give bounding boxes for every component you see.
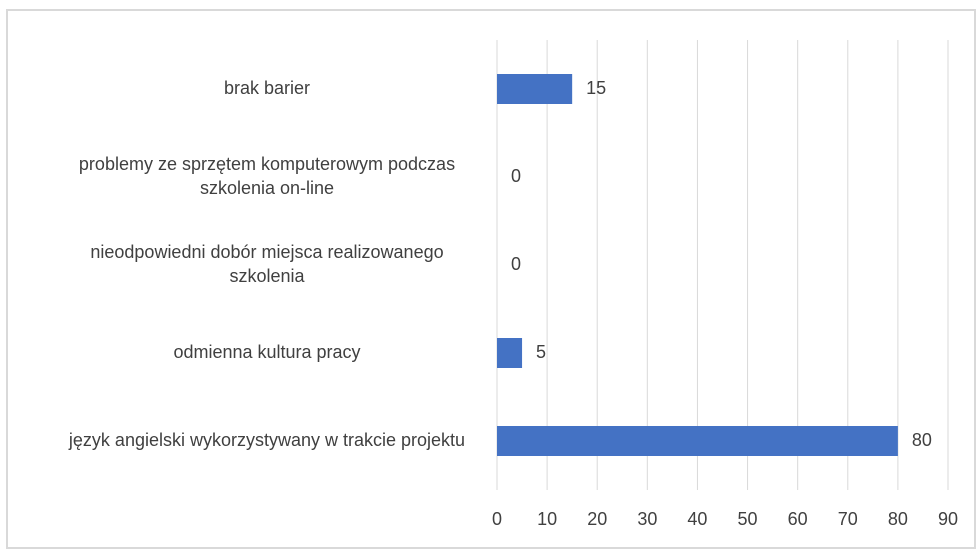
chart-frame [6, 9, 976, 549]
x-tick-label: 10 [537, 509, 557, 529]
x-tick-label: 50 [738, 509, 758, 529]
x-tick-label: 40 [687, 509, 707, 529]
data-label: 5 [536, 342, 546, 362]
data-label: 0 [511, 254, 521, 274]
x-tick-label: 30 [637, 509, 657, 529]
y-tick-label: problemy ze sprzętem komputerowym podcza… [79, 154, 455, 198]
x-tick-label: 90 [938, 509, 958, 529]
y-tick-label: brak barier [224, 78, 310, 98]
data-label: 15 [586, 78, 606, 98]
y-tick-label: nieodpowiedni dobór miejsca realizowaneg… [90, 242, 443, 286]
y-tick-label: język angielski wykorzystywany w trakcie… [68, 430, 465, 450]
bar [497, 426, 898, 456]
x-tick-label: 60 [788, 509, 808, 529]
x-tick-label: 0 [492, 509, 502, 529]
data-label: 80 [912, 430, 932, 450]
data-label: 0 [511, 166, 521, 186]
bar [497, 338, 523, 368]
bar [497, 74, 573, 104]
y-tick-label: odmienna kultura pracy [173, 342, 360, 362]
x-tick-label: 70 [838, 509, 858, 529]
x-tick-label: 80 [888, 509, 908, 529]
x-tick-label: 20 [587, 509, 607, 529]
